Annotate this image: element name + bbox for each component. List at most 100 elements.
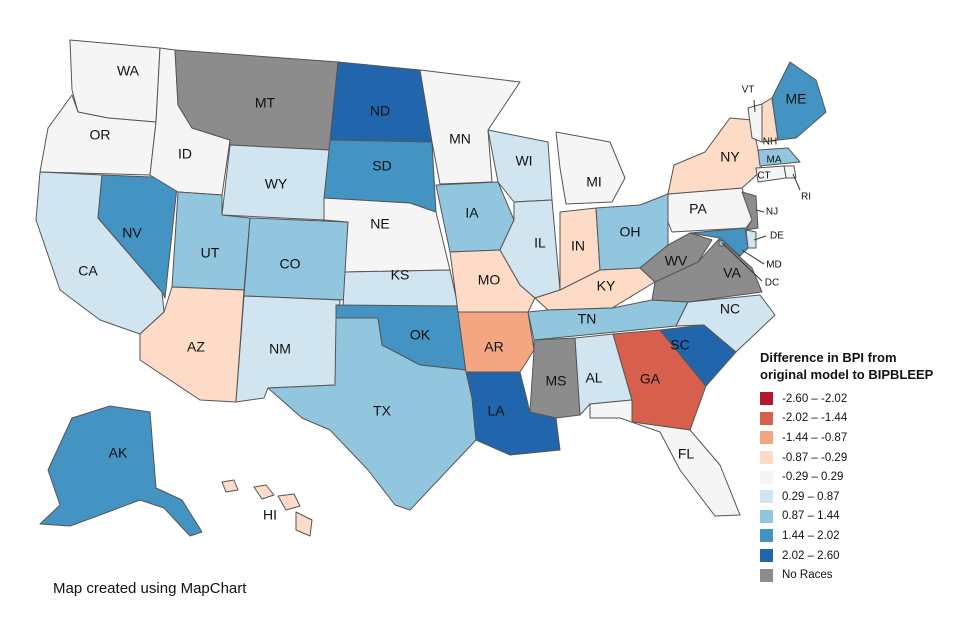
legend-item: -2.02 – -1.44 — [760, 409, 956, 429]
state-va — [651, 237, 763, 303]
state-label-ms: MS — [546, 373, 567, 389]
legend-item: -1.44 – -0.87 — [760, 428, 956, 448]
legend-swatch — [760, 470, 773, 484]
legend-title: Difference in BPI from original model to… — [760, 349, 956, 383]
legend-swatch — [760, 529, 773, 543]
state-ny — [667, 117, 763, 195]
state-label-tx: TX — [373, 403, 392, 419]
state-ma — [757, 147, 801, 167]
legend-label: 2.02 – 2.60 — [782, 549, 840, 562]
state-label-sc: SC — [670, 337, 689, 353]
state-label-ia: IA — [465, 205, 479, 221]
leader-line-dc — [721, 242, 763, 282]
state-label-de: DE — [770, 231, 784, 242]
state-label-nc: NC — [720, 301, 740, 317]
state-label-ut: UT — [201, 245, 220, 261]
legend-title-line1: Difference in BPI from — [760, 350, 897, 365]
legend-swatch — [760, 392, 773, 406]
leader-line-ri — [792, 173, 801, 191]
state-label-ri: RI — [801, 192, 811, 203]
state-label-ct: CT — [757, 171, 770, 182]
state-label-nd: ND — [370, 103, 390, 119]
state-label-al: AL — [585, 370, 602, 386]
state-label-wa: WA — [117, 63, 140, 79]
state-label-co: CO — [280, 256, 301, 272]
state-label-me: ME — [786, 91, 807, 107]
state-label-ga: GA — [640, 371, 661, 387]
legend-label: -0.87 – -0.29 — [782, 451, 848, 464]
state-la — [465, 371, 561, 456]
legend-label: -2.02 – -1.44 — [782, 412, 848, 425]
state-wv — [639, 232, 713, 283]
state-pa — [667, 187, 753, 233]
legend-label: -2.60 – -2.02 — [782, 392, 848, 405]
state-label-ma: MA — [767, 155, 782, 166]
state-label-vt: VT — [742, 85, 755, 96]
state-label-md: MD — [766, 260, 782, 271]
legend-item: No Races — [760, 565, 956, 585]
state-label-tn: TN — [578, 311, 597, 327]
state-me — [771, 61, 827, 141]
legend-item: -2.60 – -2.02 — [760, 389, 956, 409]
state-label-il: IL — [534, 235, 546, 251]
legend-swatch — [760, 490, 773, 504]
state-label-la: LA — [487, 403, 505, 419]
legend-item: -0.87 – -0.29 — [760, 448, 956, 468]
leader-line-nj — [755, 209, 765, 213]
legend-items: -2.60 – -2.02 -2.02 – -1.44 -1.44 – -0.87 -… — [760, 389, 956, 585]
legend-label: 0.29 – 0.87 — [782, 490, 840, 503]
state-ar — [457, 311, 535, 373]
state-label-az: AZ — [187, 339, 205, 355]
state-label-nv: NV — [122, 225, 142, 241]
state-label-mi: MI — [586, 174, 602, 190]
state-label-ca: CA — [78, 263, 98, 279]
state-tx — [267, 317, 477, 511]
state-ak — [39, 405, 203, 537]
state-hi — [221, 479, 313, 537]
state-label-or: OR — [90, 127, 111, 143]
state-label-nm: NM — [269, 341, 291, 357]
state-il — [499, 199, 561, 299]
state-ct — [755, 165, 787, 183]
leader-line-de — [753, 235, 767, 241]
state-label-va: VA — [723, 265, 741, 281]
state-mi — [555, 131, 626, 205]
state-label-mn: MN — [449, 131, 471, 147]
state-label-oh: OH — [620, 224, 641, 240]
legend-swatch — [760, 451, 773, 465]
legend-item: 0.87 – 1.44 — [760, 507, 956, 527]
legend-label: No Races — [782, 569, 833, 582]
legend-item: 0.29 – 0.87 — [760, 487, 956, 507]
state-label-ak: AK — [109, 445, 128, 461]
state-label-mo: MO — [478, 272, 501, 288]
state-label-nh: NH — [763, 137, 777, 148]
state-label-ny: NY — [720, 149, 740, 165]
state-label-id: ID — [178, 146, 192, 162]
legend-label: 1.44 – 2.02 — [782, 529, 840, 542]
legend-label: 0.87 – 1.44 — [782, 510, 840, 523]
state-label-fl: FL — [678, 446, 695, 462]
legend-swatch — [760, 509, 773, 523]
state-label-ar: AR — [484, 339, 503, 355]
legend-swatch — [760, 411, 773, 425]
state-label-mt: MT — [255, 95, 276, 111]
state-label-ky: KY — [597, 278, 616, 294]
state-label-nj: NJ — [766, 207, 778, 218]
state-nj — [741, 191, 759, 231]
state-label-pa: PA — [689, 201, 707, 217]
state-label-dc: DC — [765, 278, 779, 289]
legend-swatch — [760, 549, 773, 563]
state-wa — [69, 39, 161, 123]
state-label-in: IN — [571, 238, 585, 254]
legend: Difference in BPI from original model to… — [760, 349, 956, 585]
state-label-wv: WV — [665, 253, 688, 269]
state-label-ne: NE — [370, 216, 389, 232]
legend-item: 2.02 – 2.60 — [760, 546, 956, 566]
legend-item: 1.44 – 2.02 — [760, 526, 956, 546]
legend-swatch — [760, 431, 773, 445]
legend-label: -1.44 – -0.87 — [782, 431, 848, 444]
leader-line-md — [741, 249, 765, 265]
state-label-ok: OK — [410, 327, 431, 343]
